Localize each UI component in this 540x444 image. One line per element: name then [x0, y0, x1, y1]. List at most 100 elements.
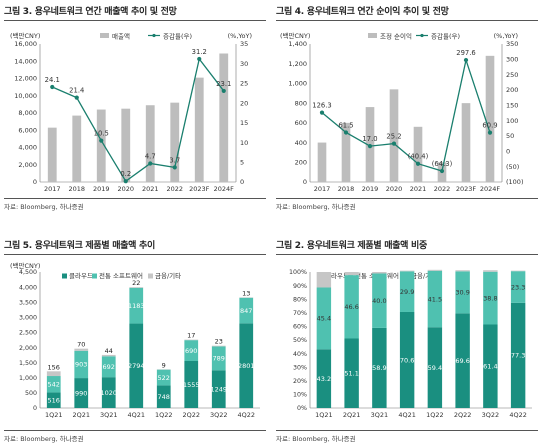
chart-source: 자료: Bloomberg, 하나증권 — [4, 435, 84, 443]
right-axis-tick: (100) — [506, 178, 523, 186]
segment-label: 29.9 — [400, 288, 414, 296]
left-axis-tick: 100% — [289, 269, 307, 276]
segment-label: 22 — [132, 279, 140, 287]
right-axis-tick: 50 — [506, 132, 514, 140]
source-divider — [276, 430, 538, 431]
right-axis-tick: 0 — [240, 178, 244, 186]
left-axis-tick: 6,000 — [18, 126, 37, 134]
chart-source: 자료: Bloomberg, 하나증권 — [4, 203, 84, 211]
x-axis-tick: 2022 — [434, 185, 451, 193]
stack-segment — [101, 354, 116, 357]
source-divider — [4, 198, 266, 199]
stack-segment — [455, 313, 470, 408]
left-axis-tick: 0% — [297, 405, 307, 412]
left-axis-tick: 20% — [293, 378, 307, 385]
segment-label: 903 — [75, 361, 87, 369]
x-axis-tick: 2019 — [93, 185, 110, 193]
chart-title: 그림 3. 용우네트워크 연간 매출액 추이 및 전망 — [4, 7, 177, 17]
segment-revenue-chart-panel: 그림 5. 용우네트워크 제품별 매출액 추이 (백만CNY) 클라우드 전통 소프… — [4, 238, 266, 443]
bar — [47, 127, 57, 182]
left-axis-tick: 1,000 — [19, 375, 37, 382]
legend-swatch — [92, 273, 97, 279]
stack-segment — [427, 269, 443, 271]
stack-segment — [399, 270, 415, 272]
x-axis-tick: 2Q21 — [343, 411, 361, 419]
segment-label: 690 — [185, 347, 197, 355]
x-axis-tick: 2020 — [117, 185, 134, 193]
x-axis-tick: 2017 — [44, 185, 61, 193]
title-divider — [276, 254, 538, 255]
x-axis-tick: 2021 — [410, 185, 427, 193]
growth-line — [51, 57, 225, 183]
left-axis-tick: 1,000 — [288, 80, 307, 88]
segment-label: 156 — [48, 363, 60, 371]
growth-point — [50, 84, 55, 90]
x-axis-tick: 2020 — [386, 185, 403, 193]
bar — [219, 53, 229, 182]
x-axis-tick: 2024F — [214, 185, 235, 193]
left-axis-tick: 0 — [33, 178, 37, 186]
left-axis-tick: 600 — [295, 119, 307, 127]
stack-segment — [510, 270, 526, 272]
growth-point — [391, 141, 397, 146]
x-axis-tick: 2024F — [480, 185, 501, 193]
segment-label: 44 — [105, 347, 113, 355]
growth-point — [197, 56, 202, 62]
right-axis-unit: (%,YoY) — [228, 32, 252, 40]
growth-label: 297.6 — [456, 49, 475, 57]
x-axis-tick: 1Q22 — [426, 411, 444, 419]
growth-label: 24.1 — [45, 76, 60, 84]
left-axis-tick: 2,000 — [19, 345, 37, 352]
title-divider — [4, 254, 266, 255]
growth-label: 21.4 — [69, 87, 84, 95]
stack-segment — [372, 327, 387, 408]
stack-segment — [344, 275, 359, 339]
right-axis-tick: (50) — [506, 163, 519, 171]
segment-label: 990 — [75, 389, 87, 397]
growth-point — [367, 144, 373, 149]
x-axis-tick: 1Q21 — [315, 411, 333, 419]
segment-label: 542 — [48, 381, 60, 389]
growth-label: (40.4) — [408, 153, 429, 161]
stack-segment — [316, 272, 332, 288]
legend-bar-swatch — [100, 33, 109, 38]
x-axis-tick: 2018 — [68, 185, 85, 193]
stack-segment — [74, 348, 89, 351]
growth-line — [321, 57, 491, 172]
legend-label: 클라우드 — [69, 271, 93, 280]
segment-label: 1249 — [210, 385, 227, 393]
stack-segment — [211, 345, 226, 347]
left-axis-tick: 3,500 — [19, 299, 37, 306]
stack-segment — [129, 323, 144, 408]
right-axis-tick: 10 — [240, 139, 248, 147]
segment-label: 692 — [103, 363, 115, 371]
stack-segment — [455, 270, 470, 272]
right-axis-tick: 5 — [240, 158, 244, 166]
growth-point — [343, 130, 349, 135]
x-axis-tick: 2017 — [314, 185, 331, 193]
stack-segment — [483, 324, 498, 408]
stack-segment — [74, 350, 89, 379]
segment-label: 13 — [242, 289, 250, 297]
right-axis-tick: 20 — [240, 99, 248, 107]
segment-label: 522 — [158, 374, 170, 382]
growth-label: 126.3 — [312, 102, 331, 110]
x-axis-tick: 2Q22 — [182, 411, 200, 419]
bar — [170, 102, 180, 182]
left-axis-tick: 90% — [293, 283, 307, 290]
stack-segment — [427, 327, 443, 408]
stack-segment — [211, 346, 226, 371]
stack-segment — [455, 271, 470, 314]
segment-label: 70.6 — [400, 356, 414, 364]
left-axis-tick: 0 — [33, 405, 37, 412]
right-axis-tick: 350 — [506, 40, 518, 48]
x-axis-tick: 4Q21 — [127, 411, 145, 419]
left-axis-tick: 10% — [293, 392, 307, 399]
bar — [194, 77, 204, 182]
left-axis-tick: 4,000 — [19, 284, 37, 291]
stack-segment — [184, 339, 199, 341]
stack-segment — [46, 392, 61, 408]
segment-label: 41.5 — [428, 295, 442, 303]
bar — [485, 55, 495, 183]
